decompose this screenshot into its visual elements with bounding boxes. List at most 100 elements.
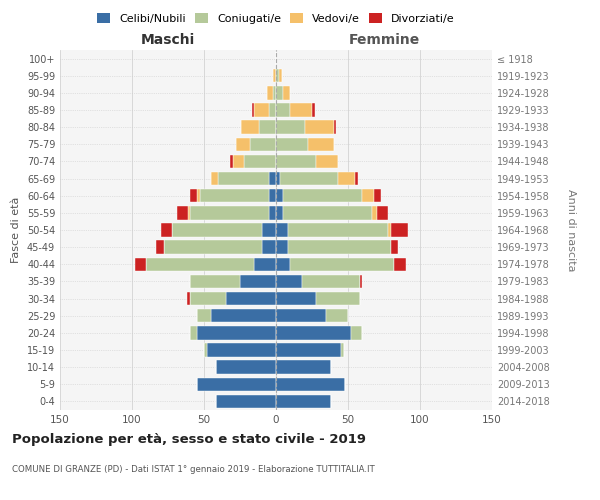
- Bar: [251, 104, 254, 117]
- Bar: [197, 309, 211, 322]
- Bar: [377, 206, 388, 220]
- Bar: [161, 224, 172, 236]
- Bar: [190, 189, 197, 202]
- Bar: [276, 394, 331, 408]
- Bar: [276, 86, 283, 100]
- Bar: [226, 292, 276, 306]
- Text: COMUNE DI GRANZE (PD) - Dati ISTAT 1° gennaio 2019 - Elaborazione TUTTITALIA.IT: COMUNE DI GRANZE (PD) - Dati ISTAT 1° ge…: [12, 466, 375, 474]
- Bar: [164, 240, 262, 254]
- Bar: [254, 258, 276, 271]
- Bar: [359, 274, 362, 288]
- Bar: [391, 224, 409, 236]
- Bar: [157, 240, 164, 254]
- Bar: [316, 154, 338, 168]
- Bar: [276, 309, 326, 322]
- Bar: [215, 360, 276, 374]
- Bar: [338, 172, 355, 186]
- Bar: [276, 378, 345, 391]
- Bar: [200, 189, 269, 202]
- Bar: [269, 172, 276, 186]
- Bar: [276, 120, 305, 134]
- Bar: [351, 326, 362, 340]
- Bar: [276, 274, 302, 288]
- Bar: [326, 309, 348, 322]
- Bar: [362, 189, 374, 202]
- Bar: [312, 104, 315, 117]
- Bar: [269, 104, 276, 117]
- Bar: [211, 172, 218, 186]
- Bar: [283, 189, 362, 202]
- Bar: [276, 360, 331, 374]
- Bar: [355, 172, 358, 186]
- Bar: [188, 206, 190, 220]
- Bar: [269, 189, 276, 202]
- Bar: [211, 309, 276, 322]
- Bar: [391, 240, 398, 254]
- Bar: [146, 258, 254, 271]
- Bar: [276, 154, 316, 168]
- Y-axis label: Fasce di età: Fasce di età: [11, 197, 21, 263]
- Bar: [276, 258, 290, 271]
- Bar: [276, 292, 316, 306]
- Bar: [233, 154, 244, 168]
- Bar: [135, 258, 146, 271]
- Bar: [388, 224, 391, 236]
- Bar: [262, 240, 276, 254]
- Bar: [190, 274, 240, 288]
- Bar: [305, 120, 334, 134]
- Bar: [290, 258, 394, 271]
- Text: Maschi: Maschi: [141, 32, 195, 46]
- Bar: [262, 224, 276, 236]
- Bar: [240, 274, 276, 288]
- Text: Popolazione per età, sesso e stato civile - 2019: Popolazione per età, sesso e stato civil…: [12, 432, 366, 446]
- Bar: [244, 154, 276, 168]
- Bar: [302, 274, 359, 288]
- Bar: [276, 69, 279, 82]
- Bar: [283, 86, 290, 100]
- Bar: [268, 86, 273, 100]
- Bar: [254, 104, 269, 117]
- Bar: [190, 292, 226, 306]
- Bar: [341, 344, 344, 356]
- Bar: [197, 326, 276, 340]
- Bar: [316, 292, 359, 306]
- Bar: [172, 224, 262, 236]
- Bar: [176, 206, 188, 220]
- Bar: [259, 120, 276, 134]
- Bar: [190, 326, 197, 340]
- Bar: [276, 104, 290, 117]
- Bar: [197, 378, 276, 391]
- Bar: [207, 344, 276, 356]
- Bar: [334, 120, 337, 134]
- Bar: [276, 206, 283, 220]
- Bar: [276, 138, 308, 151]
- Bar: [273, 69, 276, 82]
- Bar: [279, 69, 282, 82]
- Bar: [250, 138, 276, 151]
- Bar: [283, 206, 373, 220]
- Bar: [215, 394, 276, 408]
- Bar: [308, 138, 334, 151]
- Bar: [273, 86, 276, 100]
- Bar: [241, 120, 259, 134]
- Legend: Celibi/Nubili, Coniugati/e, Vedovi/e, Divorziati/e: Celibi/Nubili, Coniugati/e, Vedovi/e, Di…: [93, 9, 459, 29]
- Bar: [197, 189, 200, 202]
- Bar: [276, 224, 287, 236]
- Bar: [373, 206, 377, 220]
- Bar: [190, 206, 269, 220]
- Bar: [276, 172, 280, 186]
- Bar: [236, 138, 250, 151]
- Text: Femmine: Femmine: [349, 32, 419, 46]
- Y-axis label: Anni di nascita: Anni di nascita: [566, 188, 576, 271]
- Bar: [204, 344, 207, 356]
- Bar: [276, 240, 287, 254]
- Bar: [290, 104, 312, 117]
- Bar: [374, 189, 381, 202]
- Bar: [276, 326, 351, 340]
- Bar: [269, 206, 276, 220]
- Bar: [276, 344, 341, 356]
- Bar: [394, 258, 406, 271]
- Bar: [230, 154, 233, 168]
- Bar: [287, 240, 391, 254]
- Bar: [218, 172, 269, 186]
